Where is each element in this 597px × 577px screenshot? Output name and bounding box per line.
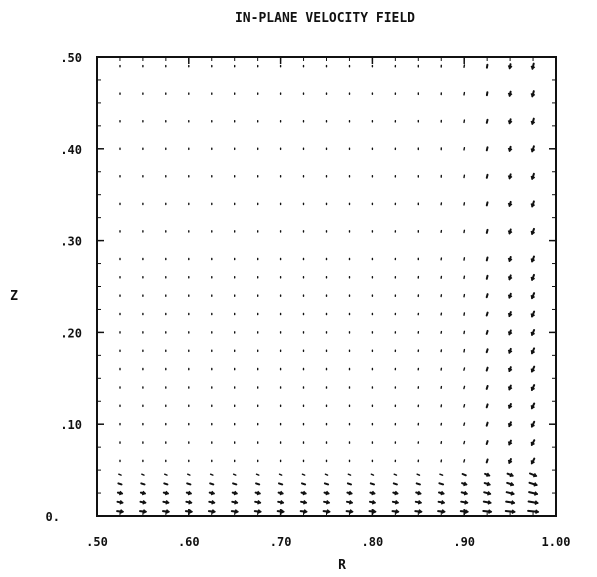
velocity-vector bbox=[325, 483, 328, 484]
y-tick-label: .10 bbox=[60, 418, 82, 432]
velocity-vector bbox=[302, 483, 305, 484]
x-tick-label: .90 bbox=[453, 535, 475, 549]
velocity-vector bbox=[141, 483, 144, 484]
velocity-vector bbox=[463, 474, 466, 475]
velocity-vector bbox=[417, 474, 419, 475]
velocity-vector bbox=[487, 386, 488, 389]
velocity-vector bbox=[487, 313, 488, 316]
velocity-vector bbox=[279, 483, 282, 484]
velocity-vector bbox=[371, 474, 373, 475]
x-tick-label: .70 bbox=[270, 535, 292, 549]
velocity-vector bbox=[487, 230, 488, 233]
velocity-vector bbox=[187, 483, 190, 484]
velocity-vector bbox=[348, 483, 351, 484]
velocity-vector bbox=[164, 483, 167, 484]
velocity-vector bbox=[371, 483, 374, 484]
velocity-vector bbox=[417, 483, 420, 484]
velocity-vector bbox=[234, 474, 236, 475]
y-tick-label: .50 bbox=[60, 51, 82, 65]
plot-frame bbox=[97, 57, 556, 516]
chart-title: IN-PLANE VELOCITY FIELD bbox=[235, 11, 415, 26]
x-tick-label: 1.00 bbox=[542, 535, 571, 549]
velocity-vector bbox=[487, 331, 488, 334]
velocity-vector bbox=[118, 483, 121, 484]
velocity-vector bbox=[325, 474, 327, 475]
velocity-vector bbox=[142, 474, 144, 475]
velocity-vector bbox=[464, 423, 465, 425]
velocity-vector bbox=[487, 120, 488, 123]
y-tick-label: .20 bbox=[60, 326, 82, 340]
x-axis: .50 .60 .70 .80 .90 1.00 bbox=[86, 57, 570, 549]
velocity-vector bbox=[487, 294, 488, 297]
velocity-vector bbox=[487, 147, 488, 150]
velocity-vector bbox=[188, 474, 190, 475]
x-tick-label: .60 bbox=[178, 535, 200, 549]
x-tick-label: .80 bbox=[362, 535, 384, 549]
velocity-vector bbox=[257, 474, 259, 475]
velocity-vector bbox=[394, 483, 397, 484]
velocity-vector bbox=[487, 368, 488, 371]
y-tick-label: 0. bbox=[46, 510, 60, 524]
velocity-vector bbox=[464, 405, 465, 407]
velocity-vector bbox=[210, 483, 213, 484]
velocity-vector bbox=[280, 474, 282, 475]
velocity-vector bbox=[302, 474, 304, 475]
velocity-vector bbox=[487, 202, 488, 205]
velocity-vector bbox=[256, 483, 259, 484]
velocity-vector bbox=[487, 276, 488, 279]
y-axis: 0. .10 .20 .30 .40 .50 bbox=[46, 51, 556, 524]
velocity-vector bbox=[165, 474, 167, 475]
velocity-vector bbox=[440, 474, 443, 475]
velocity-vector bbox=[487, 349, 488, 352]
velocity-vector bbox=[464, 442, 465, 444]
velocity-vector bbox=[464, 460, 465, 462]
velocity-vector bbox=[487, 258, 488, 261]
y-axis-label: Z bbox=[10, 289, 18, 304]
velocity-vector bbox=[348, 474, 350, 475]
velocity-vector bbox=[487, 92, 488, 95]
velocity-vector bbox=[439, 483, 443, 484]
velocity-vector bbox=[487, 65, 488, 68]
y-tick-label: .30 bbox=[60, 235, 82, 249]
velocity-vector bbox=[487, 404, 488, 407]
velocity-vector bbox=[487, 175, 488, 178]
velocity-vector bbox=[464, 368, 465, 370]
velocity-vector bbox=[487, 441, 488, 444]
velocity-vector bbox=[394, 474, 396, 475]
vector-field bbox=[117, 64, 538, 514]
x-axis-label: R bbox=[338, 558, 346, 573]
y-tick-label: .40 bbox=[60, 143, 82, 157]
velocity-vector bbox=[233, 483, 236, 484]
velocity-vector bbox=[211, 474, 213, 475]
x-tick-label: .50 bbox=[86, 535, 108, 549]
velocity-vector bbox=[464, 386, 465, 388]
velocity-vector bbox=[487, 460, 488, 463]
velocity-vector bbox=[487, 423, 488, 426]
velocity-vector bbox=[119, 474, 121, 475]
